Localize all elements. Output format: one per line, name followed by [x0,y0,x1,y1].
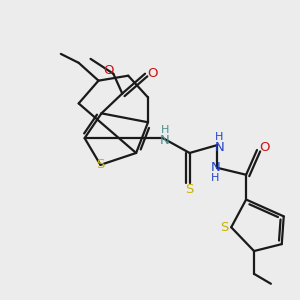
Text: N: N [160,134,170,147]
Text: H: H [161,125,169,135]
Text: H: H [215,132,224,142]
Text: H: H [211,173,220,183]
Text: S: S [220,221,229,234]
Text: N: N [214,140,224,154]
Text: N: N [211,161,220,174]
Text: O: O [260,140,270,154]
Text: S: S [185,183,194,196]
Text: O: O [148,67,158,80]
Text: S: S [96,158,105,171]
Text: O: O [103,64,114,77]
